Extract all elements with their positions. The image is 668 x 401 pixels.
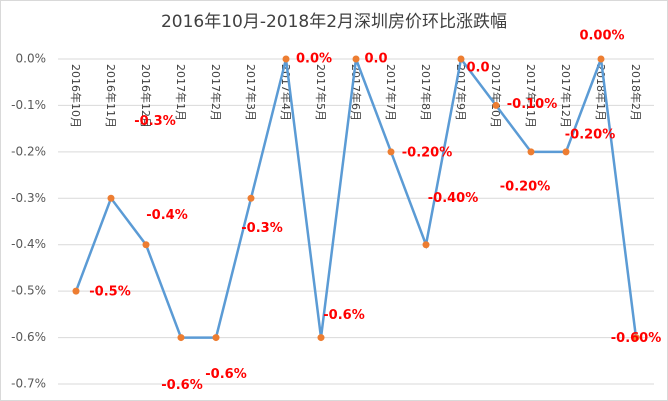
point [387, 148, 395, 156]
point [177, 334, 185, 342]
data-label: -0.10% [507, 97, 558, 112]
x-tick-label: 2017年10月 [489, 64, 503, 128]
data-label: 0.0 [364, 52, 387, 67]
point [72, 287, 80, 295]
data-label: -0.6% [205, 367, 246, 382]
data-label: -0.3% [241, 221, 282, 236]
x-tick-label: 2016年11月 [104, 64, 118, 128]
data-label: 0.00% [579, 29, 624, 44]
data-label: -0.5% [89, 285, 130, 300]
point [142, 241, 150, 249]
x-tick-label: 2016年10月 [69, 64, 83, 128]
chart-title: 2016年10月-2018年2月深圳房价环比涨跌幅 [161, 12, 507, 32]
data-label: -0.20% [565, 127, 616, 142]
x-tick-label: 2017年7月 [384, 64, 398, 121]
y-tick-label: -0.2% [11, 144, 46, 158]
point [492, 101, 500, 109]
y-tick-label: -0.3% [11, 191, 46, 205]
data-label: 0.0% [296, 52, 332, 67]
point [282, 55, 290, 63]
y-tick-label: -0.1% [11, 98, 46, 112]
point [247, 194, 255, 202]
point [212, 334, 220, 342]
data-label: -0.3% [134, 114, 175, 129]
point [352, 55, 360, 63]
point [107, 194, 115, 202]
data-label: -0.6% [161, 378, 202, 393]
point [527, 148, 535, 156]
point [317, 334, 325, 342]
y-tick-label: -0.6% [11, 330, 46, 344]
point [597, 55, 605, 63]
x-tick-label: 2016年12月 [139, 64, 153, 128]
data-label: -0.4% [146, 208, 187, 223]
data-label: -0.20% [402, 145, 453, 160]
x-tick-label: 2017年2月 [209, 64, 223, 121]
data-label: -0.40% [428, 191, 479, 206]
data-label: -0.60% [611, 331, 662, 346]
x-tick-label: 2018年2月 [629, 64, 643, 121]
point [422, 241, 430, 249]
point [632, 334, 640, 342]
x-tick-label: 2017年8月 [419, 64, 433, 121]
x-tick-label: 2017年3月 [244, 64, 258, 121]
y-tick-label: -0.4% [11, 237, 46, 251]
y-tick-label: -0.7% [11, 377, 46, 391]
x-tick-label: 2017年12月 [559, 64, 573, 128]
point [457, 55, 465, 63]
y-tick-label: -0.5% [11, 284, 46, 298]
x-tick-label: 2017年1月 [174, 64, 188, 121]
data-label: -0.20% [500, 179, 551, 194]
x-tick-label: 2017年5月 [314, 64, 328, 121]
y-tick-label: 0.0% [16, 52, 47, 66]
data-label: 0.0 [466, 61, 489, 76]
x-tick-label: 2017年11月 [524, 64, 538, 128]
data-label: -0.6% [323, 308, 364, 323]
point [562, 148, 570, 156]
